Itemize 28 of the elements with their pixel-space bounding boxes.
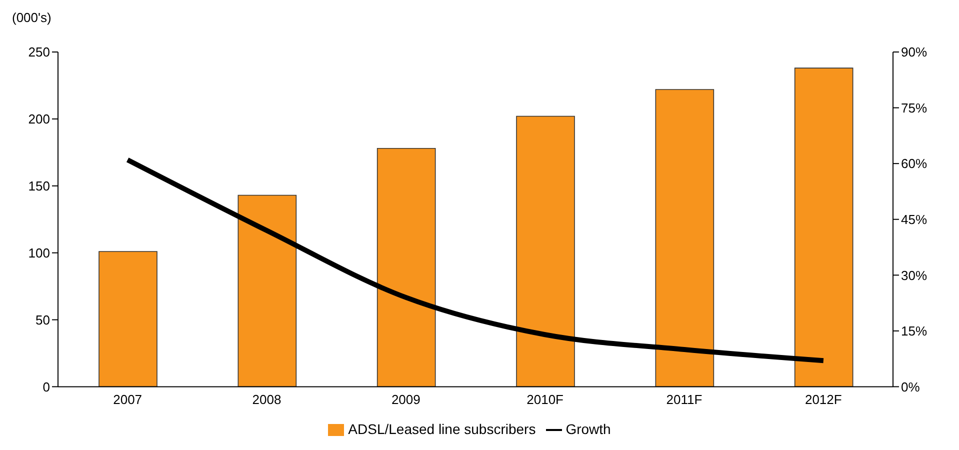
y2-tick-label: 60% bbox=[901, 156, 928, 172]
bar bbox=[98, 251, 158, 387]
y-tick-label: 200 bbox=[28, 112, 50, 127]
x-tick-label: 2008 bbox=[252, 392, 282, 407]
x-tick-label: 2009 bbox=[391, 392, 420, 407]
y2-tick-label: 45% bbox=[901, 212, 928, 227]
y-tick-label: 50 bbox=[36, 312, 50, 328]
y2-tick-label: 75% bbox=[901, 100, 928, 116]
bar bbox=[238, 194, 297, 387]
y-tick-label: 250 bbox=[28, 44, 50, 60]
y-tick-label: 0 bbox=[42, 379, 50, 394]
bar bbox=[376, 148, 436, 387]
y-tick-label: 150 bbox=[28, 178, 50, 194]
x-tick-label: 2012F bbox=[804, 392, 842, 407]
x-tick-label: 2011F bbox=[666, 392, 702, 407]
y2-tick-label: 30% bbox=[901, 268, 928, 283]
bar bbox=[655, 89, 714, 387]
bar bbox=[794, 68, 854, 387]
bar bbox=[516, 116, 575, 387]
y-tick-label: 100 bbox=[28, 245, 50, 260]
y2-tick-label: 90% bbox=[901, 44, 928, 60]
x-tick-label: 2010F bbox=[526, 392, 564, 407]
legend-label: Growth bbox=[566, 420, 611, 437]
legend-label: ADSL/Leased line subscribers bbox=[348, 420, 536, 437]
y2-tick-label: 0% bbox=[901, 379, 920, 394]
y-axis-title: (000's) bbox=[12, 10, 52, 25]
y2-tick-label: 15% bbox=[901, 324, 928, 339]
x-tick-label: 2007 bbox=[113, 392, 142, 407]
